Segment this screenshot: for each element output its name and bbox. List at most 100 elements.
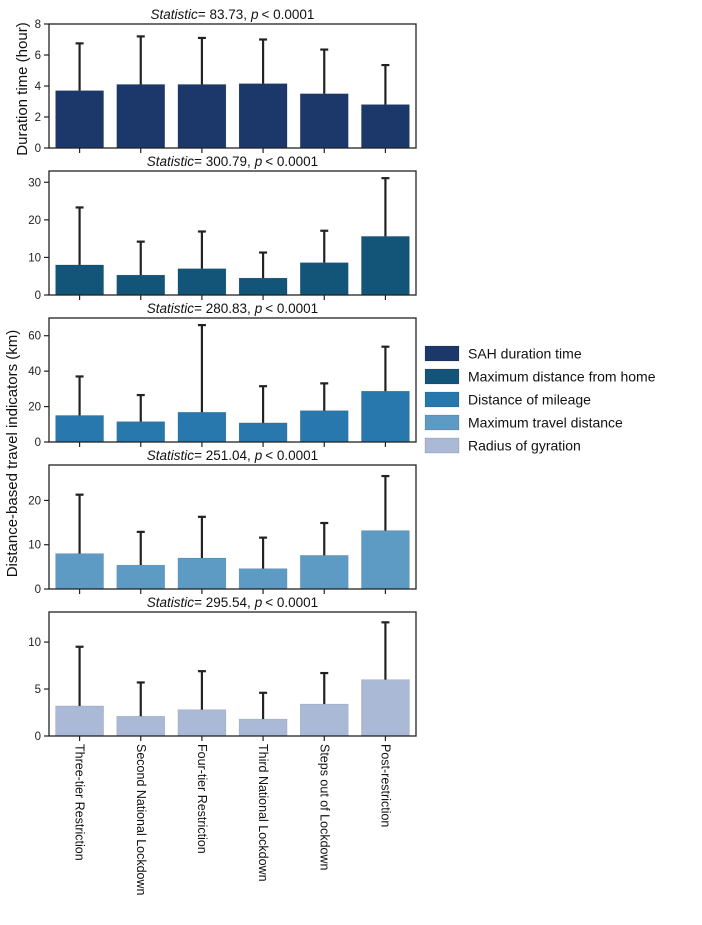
panel-title: Statistic= 280.83, p < 0.0001 bbox=[147, 301, 318, 316]
x-category-label: Four-tier Restriction bbox=[195, 744, 209, 854]
bar-1 bbox=[55, 705, 104, 737]
y-tick-label: 60 bbox=[28, 331, 41, 343]
axes-frame bbox=[48, 611, 417, 737]
bar-2 bbox=[116, 715, 166, 737]
y-tick-label: 0 bbox=[35, 584, 41, 596]
title-p-label: p bbox=[250, 7, 259, 22]
y-tick-label: 10 bbox=[28, 252, 41, 264]
x-category-label: Three-tier Restriction bbox=[73, 744, 87, 861]
legend-swatch-5 bbox=[424, 437, 460, 454]
title-p-value: < 0.0001 bbox=[265, 154, 318, 169]
legend-label-4: Maximum travel distance bbox=[468, 415, 623, 431]
bar-6 bbox=[361, 679, 410, 737]
panel-1: Statistic= 83.73, p < 0.0001 0 2 4 6 8 bbox=[35, 7, 417, 155]
panel-title: Statistic= 83.73, p < 0.0001 bbox=[151, 7, 315, 22]
legend-label-1: SAH duration time bbox=[468, 346, 582, 362]
y-tick-label: 0 bbox=[35, 290, 41, 302]
bar-4 bbox=[238, 422, 288, 443]
bar-2 bbox=[116, 564, 166, 590]
panel-title: Statistic= 300.79, p < 0.0001 bbox=[147, 154, 318, 169]
bar-5 bbox=[299, 555, 349, 590]
title-p-label: p bbox=[254, 154, 263, 169]
bar-6 bbox=[361, 530, 410, 590]
y-tick-label: 8 bbox=[35, 19, 41, 31]
y-axis-title-distance: Distance-based travel indicators (km) bbox=[4, 330, 21, 578]
legend-swatch-1 bbox=[424, 345, 460, 362]
bar-2 bbox=[116, 274, 166, 296]
title-stat-label: Statistic bbox=[147, 301, 195, 316]
title-stat-value: = 83.73, bbox=[198, 7, 247, 22]
legend-swatch-4 bbox=[424, 414, 460, 431]
legend-label-2: Maximum distance from home bbox=[468, 369, 656, 385]
title-stat-value: = 251.04, bbox=[194, 448, 251, 463]
x-category-label: Second National Lockdown bbox=[134, 744, 148, 896]
y-tick-label: 20 bbox=[28, 495, 41, 507]
legend-swatch-3 bbox=[424, 391, 460, 408]
y-tick-label: 0 bbox=[35, 731, 41, 743]
y-tick-label: 30 bbox=[28, 177, 41, 189]
y-tick-label: 10 bbox=[28, 637, 41, 649]
bar-6 bbox=[361, 236, 410, 296]
bar-1 bbox=[55, 90, 104, 149]
y-tick-label: 20 bbox=[28, 402, 41, 414]
y-tick-label: 4 bbox=[35, 81, 42, 93]
bar-4 bbox=[238, 83, 288, 149]
bar-6 bbox=[361, 104, 410, 149]
x-category-label: Steps out of Lockdown bbox=[317, 744, 331, 871]
y-axis-title-duration: Duration time (hour) bbox=[14, 22, 31, 155]
panel-title: Statistic= 251.04, p < 0.0001 bbox=[147, 448, 318, 463]
y-tick-label: 2 bbox=[35, 112, 41, 124]
title-stat-label: Statistic bbox=[147, 448, 195, 463]
title-stat-label: Statistic bbox=[147, 154, 195, 169]
title-p-value: < 0.0001 bbox=[265, 448, 318, 463]
y-tick-label: 40 bbox=[28, 366, 41, 378]
y-tick-label: 0 bbox=[35, 437, 41, 449]
title-stat-value: = 295.54, bbox=[194, 595, 251, 610]
panel-4: Statistic= 251.04, p < 0.0001 0 10 20 bbox=[28, 448, 417, 596]
bar-3 bbox=[177, 84, 227, 149]
bar-4 bbox=[238, 277, 288, 296]
bar-1 bbox=[55, 553, 104, 590]
bar-3 bbox=[177, 709, 227, 737]
bar-3 bbox=[177, 557, 227, 590]
bar-3 bbox=[177, 411, 227, 443]
legend-label-5: Radius of gyration bbox=[468, 438, 581, 454]
bar-5 bbox=[299, 262, 349, 296]
title-p-value: < 0.0001 bbox=[262, 7, 315, 22]
bar-5 bbox=[299, 93, 349, 149]
title-stat-label: Statistic bbox=[151, 7, 199, 22]
axes-frame bbox=[48, 23, 417, 149]
x-category-label: Third National Lockdown bbox=[256, 744, 270, 882]
axes-frame bbox=[48, 317, 417, 443]
bar-1 bbox=[55, 264, 104, 296]
bar-1 bbox=[55, 415, 104, 443]
y-tick-label: 0 bbox=[35, 143, 41, 155]
panel-5: Statistic= 295.54, p < 0.0001 0 5 10 bbox=[28, 595, 417, 743]
bar-3 bbox=[177, 268, 227, 296]
title-p-label: p bbox=[254, 301, 263, 316]
axes-frame bbox=[48, 170, 417, 296]
bar-2 bbox=[116, 421, 166, 443]
bar-2 bbox=[116, 84, 166, 149]
y-tick-label: 10 bbox=[28, 540, 41, 552]
bar-5 bbox=[299, 703, 349, 737]
panel-3: Statistic= 280.83, p < 0.0001 0 20 40 60 bbox=[28, 301, 417, 449]
title-stat-value: = 280.83, bbox=[194, 301, 251, 316]
bar-5 bbox=[299, 410, 349, 443]
panel-title: Statistic= 295.54, p < 0.0001 bbox=[147, 595, 318, 610]
bar-4 bbox=[238, 568, 288, 590]
title-stat-value: = 300.79, bbox=[194, 154, 251, 169]
title-p-label: p bbox=[254, 448, 263, 463]
bar-6 bbox=[361, 390, 410, 443]
panel-2: Statistic= 300.79, p < 0.0001 0 10 20 30 bbox=[28, 154, 417, 302]
title-p-value: < 0.0001 bbox=[265, 595, 318, 610]
bar-4 bbox=[238, 718, 288, 737]
y-tick-label: 20 bbox=[28, 215, 41, 227]
title-stat-label: Statistic bbox=[147, 595, 195, 610]
y-tick-label: 6 bbox=[35, 50, 41, 62]
legend: SAH duration time Maximum distance from h… bbox=[424, 345, 656, 454]
title-p-value: < 0.0001 bbox=[265, 301, 318, 316]
legend-swatch-2 bbox=[424, 368, 460, 385]
legend-label-3: Distance of mileage bbox=[468, 392, 591, 408]
